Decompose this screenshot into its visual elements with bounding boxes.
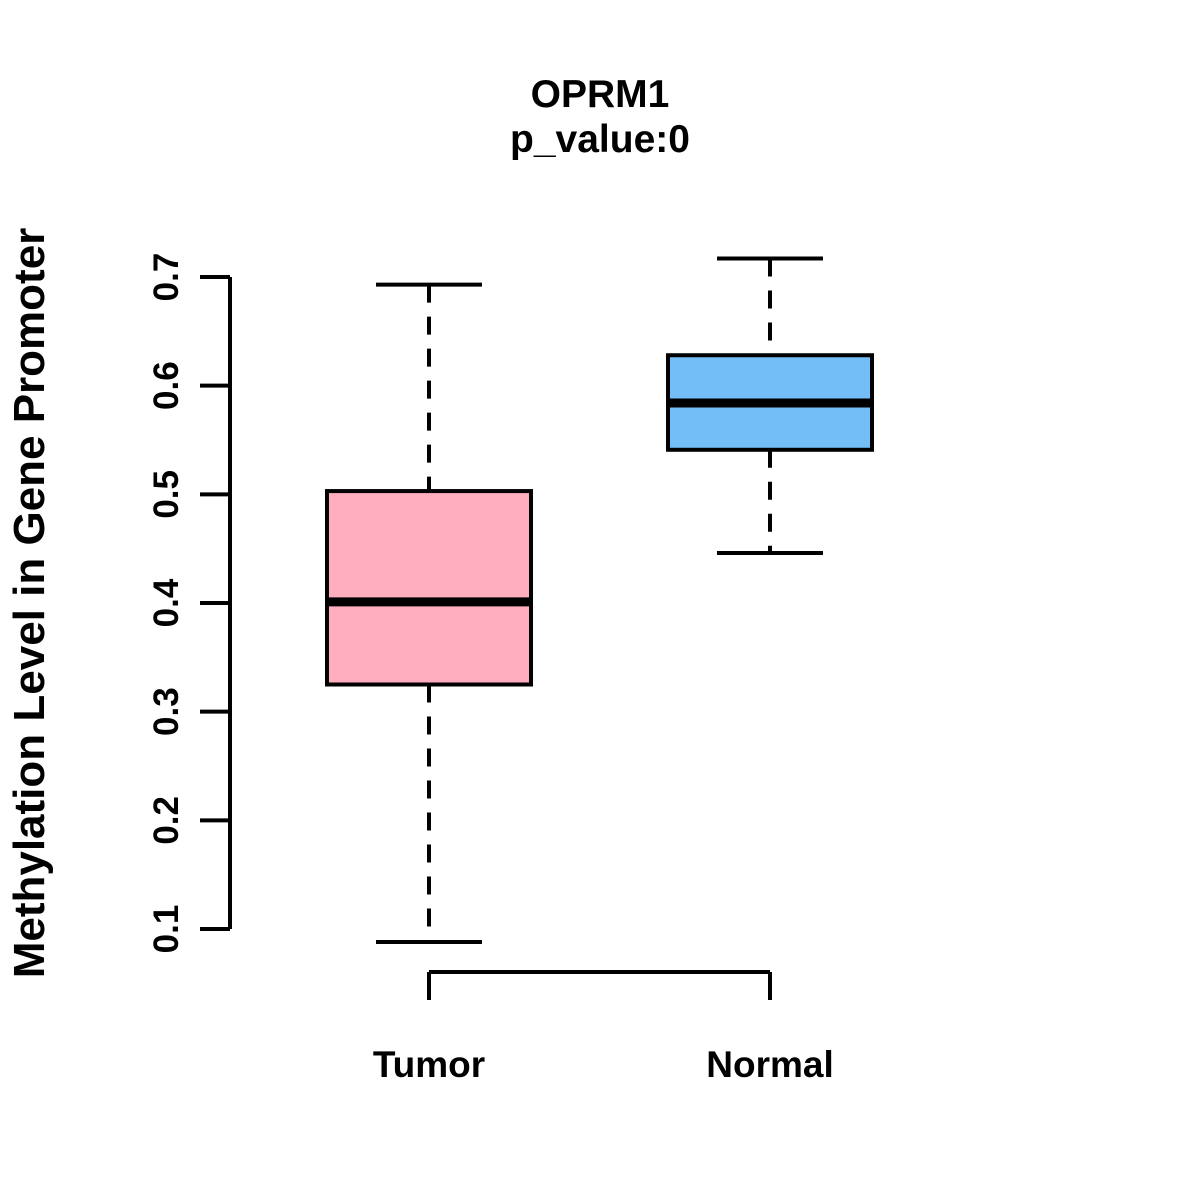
y-tick-label: 0.1: [147, 905, 186, 954]
chart-subtitle: p_value:0: [510, 118, 690, 161]
y-tick-label: 0.5: [147, 470, 186, 519]
chart-generated-layer: 0.1 0.2 0.3 0.4 0.5 0.6 0.7 Tumor Normal: [147, 253, 874, 1085]
x-category-label-normal: Normal: [706, 1044, 833, 1085]
y-tick-label: 0.2: [147, 796, 186, 845]
y-tick-label: 0.6: [147, 361, 186, 410]
x-category-label-tumor: Tumor: [373, 1044, 485, 1085]
box-tumor: [325, 489, 533, 687]
y-axis-label: Methylation Level in Gene Promoter: [5, 228, 54, 979]
y-tick-label: 0.4: [147, 578, 186, 627]
chart-title: OPRM1: [531, 73, 670, 116]
y-tick-label: 0.3: [147, 687, 186, 736]
y-tick-label: 0.7: [147, 253, 186, 302]
